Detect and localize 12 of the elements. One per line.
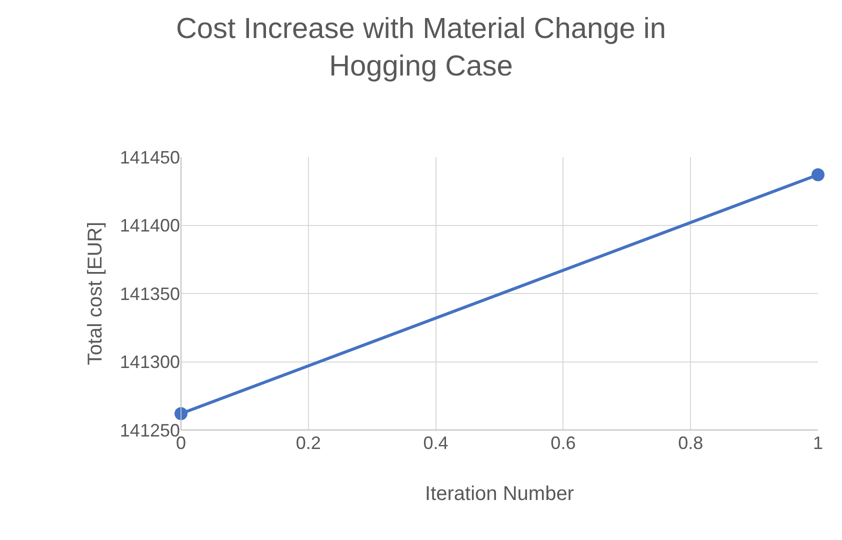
x-tick-label: 0.2 [296,433,321,453]
y-tick-label: 141350 [120,284,180,304]
x-tick-label: 0.6 [550,433,576,453]
y-tick-label: 141400 [120,216,180,236]
x-axis-title: Iteration Number [425,483,574,505]
x-tick-label: 0.4 [423,433,448,453]
y-tick-label: 141300 [120,352,180,372]
chart-title: Cost Increase with Material Change in Hogging Case [176,12,666,82]
y-tick-label: 141450 [120,147,180,168]
x-tick-label: 0.8 [678,433,704,453]
y-axis-title: Total cost [EUR] [84,222,106,366]
x-tick-label: 1 [812,433,824,453]
